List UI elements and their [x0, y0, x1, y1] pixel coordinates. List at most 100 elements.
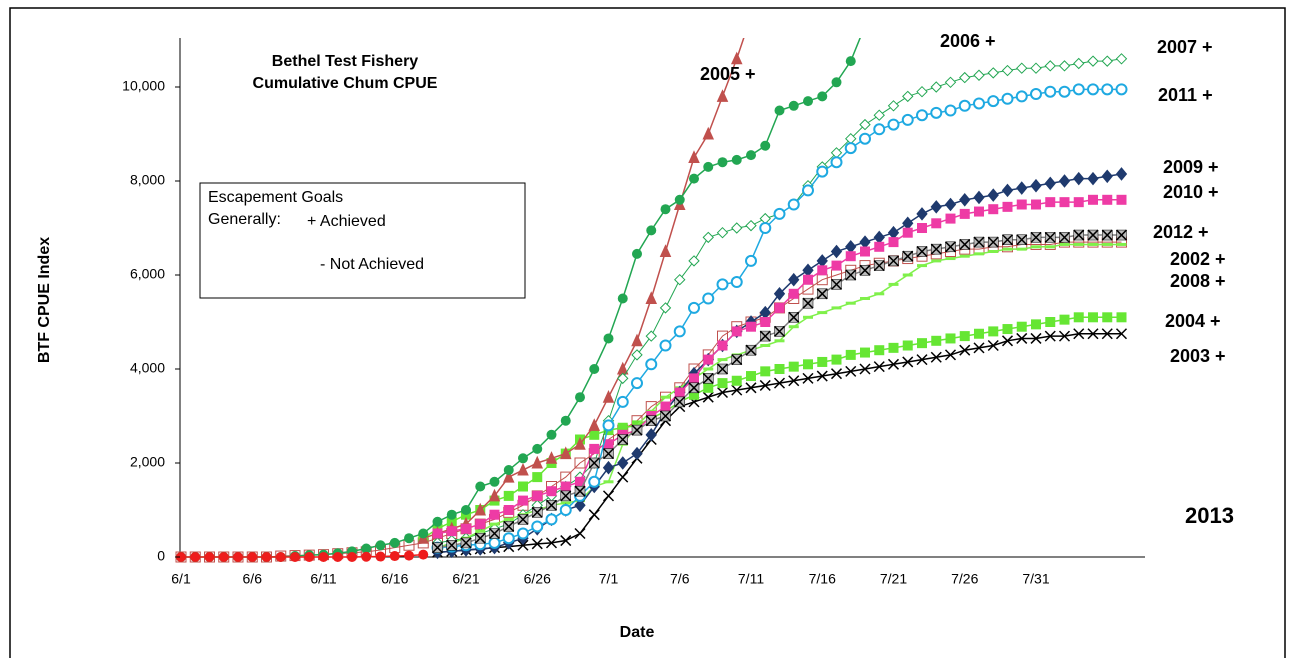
- marker: [931, 259, 942, 263]
- x-tick-label: 6/11: [310, 571, 336, 587]
- marker-cross: [830, 278, 843, 290]
- marker: [703, 161, 714, 172]
- marker: [659, 302, 672, 314]
- marker: [1087, 55, 1099, 67]
- marker: [1016, 181, 1028, 195]
- marker: [831, 260, 842, 271]
- marker: [930, 81, 942, 93]
- marker: [1001, 64, 1014, 77]
- marker: [845, 365, 857, 377]
- marker-cross: [759, 330, 771, 342]
- marker: [1115, 328, 1128, 340]
- marker: [717, 157, 728, 168]
- marker-cross: [1016, 234, 1028, 246]
- marker: [631, 333, 643, 347]
- marker: [916, 109, 928, 122]
- series-label: 2008: [1170, 271, 1210, 291]
- marker: [1116, 242, 1127, 246]
- marker: [588, 509, 600, 521]
- marker: [958, 99, 971, 112]
- marker: [746, 150, 756, 161]
- marker: [845, 56, 856, 67]
- marker: [531, 538, 543, 550]
- marker: [845, 301, 856, 305]
- marker: [803, 315, 813, 319]
- marker: [545, 513, 558, 526]
- marker: [574, 436, 586, 450]
- marker: [988, 326, 999, 337]
- marker: [489, 509, 500, 520]
- marker: [290, 552, 300, 562]
- marker: [945, 213, 956, 224]
- marker: [887, 225, 900, 240]
- marker-cross: [602, 448, 615, 460]
- series-label: 2004: [1165, 311, 1205, 331]
- marker: [1031, 199, 1041, 210]
- marker: [432, 528, 443, 539]
- marker: [773, 287, 786, 301]
- marker: [717, 378, 728, 389]
- marker: [945, 257, 956, 261]
- marker: [902, 90, 914, 103]
- x-tick-label: 7/16: [809, 571, 836, 587]
- marker: [674, 273, 686, 286]
- marker: [617, 456, 629, 470]
- marker: [987, 339, 999, 352]
- marker-cross: [773, 325, 786, 337]
- marker: [673, 325, 686, 338]
- marker: [1116, 312, 1127, 323]
- marker: [916, 207, 928, 221]
- marker-cross: [973, 236, 985, 248]
- marker: [689, 173, 699, 184]
- marker: [916, 85, 928, 98]
- marker: [1101, 83, 1114, 96]
- marker: [446, 526, 457, 537]
- marker: [418, 549, 429, 560]
- marker: [660, 395, 671, 399]
- marker-cross: [1115, 229, 1128, 241]
- marker: [474, 502, 487, 516]
- marker: [1087, 83, 1099, 96]
- x-tick-label: 6/26: [524, 571, 551, 587]
- marker: [1058, 85, 1071, 98]
- marker: [589, 429, 600, 440]
- marker: [702, 231, 714, 244]
- marker: [702, 126, 715, 140]
- marker: [760, 140, 771, 151]
- marker: [347, 552, 357, 562]
- marker: [261, 552, 272, 562]
- x-tick-label: 7/31: [1022, 571, 1049, 587]
- marker: [1088, 242, 1098, 246]
- marker: [545, 451, 558, 464]
- marker: [518, 481, 528, 492]
- series-status: +: [1198, 222, 1209, 242]
- marker-cross: [716, 363, 729, 375]
- marker: [944, 104, 957, 117]
- marker: [532, 443, 543, 454]
- marker: [902, 356, 914, 368]
- marker: [1031, 245, 1041, 249]
- marker: [901, 113, 914, 126]
- marker: [1073, 57, 1085, 70]
- marker: [1016, 247, 1027, 251]
- marker: [803, 274, 813, 285]
- marker-cross: [474, 532, 486, 544]
- marker: [176, 552, 186, 562]
- marker: [602, 389, 615, 403]
- x-tick-label: 6/6: [243, 571, 263, 587]
- marker: [888, 342, 899, 353]
- marker: [674, 387, 685, 398]
- marker-cross: [916, 245, 928, 258]
- marker: [689, 389, 699, 400]
- marker-cross: [1101, 229, 1113, 241]
- marker: [575, 476, 585, 487]
- note-item: - Not Achieved: [320, 256, 424, 273]
- marker: [1001, 92, 1014, 105]
- marker: [1058, 174, 1071, 188]
- y-tick-label: 2,000: [130, 454, 165, 470]
- marker: [759, 222, 772, 234]
- marker-cross: [460, 537, 472, 549]
- marker: [745, 219, 757, 232]
- marker: [1030, 332, 1042, 344]
- marker: [1002, 201, 1013, 212]
